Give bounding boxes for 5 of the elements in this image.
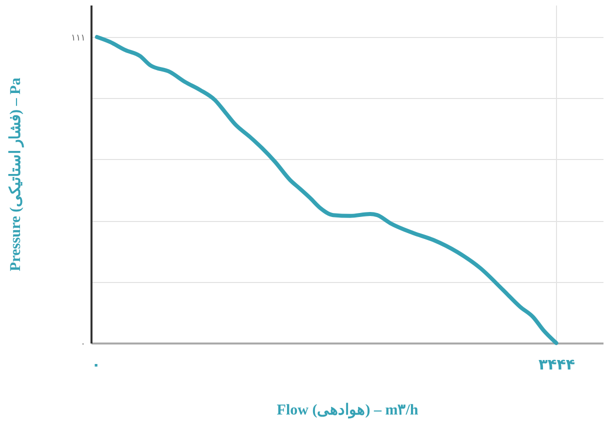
x-tick-label: ۳۴۴۴ bbox=[538, 356, 576, 374]
x-axis-title: Flow (هوادهی) – m۳/h bbox=[276, 402, 419, 418]
y-tick-label: ۱۱۱ bbox=[70, 33, 86, 44]
y-axis-title: Pressure (فشار استاتیکی) – Pa bbox=[8, 77, 24, 272]
line-series bbox=[94, 34, 558, 345]
